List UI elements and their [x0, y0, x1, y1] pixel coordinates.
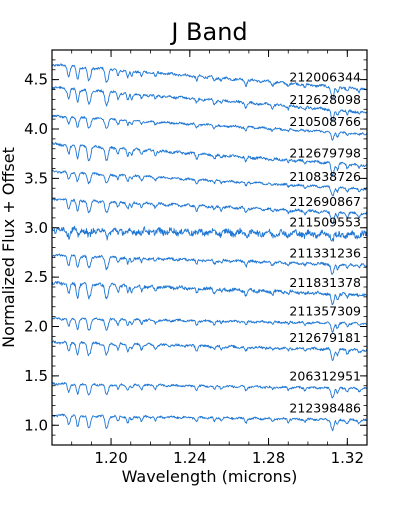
series-label-212006344: 212006344: [289, 70, 361, 85]
spectrum-line-210508766: [52, 114, 367, 141]
series-label-212690867: 212690867: [289, 194, 361, 209]
series-label-211509553: 211509553: [289, 215, 361, 230]
spectrum-line-212690867: [52, 198, 367, 225]
spectrum-line-211331236: [52, 253, 367, 275]
series-label-211331236: 211331236: [289, 245, 361, 260]
series-label-211831378: 211831378: [289, 275, 361, 290]
series-label-212398486: 212398486: [289, 400, 361, 415]
x-tick-label: 1.20: [94, 449, 127, 467]
x-tick-label: 1.32: [331, 449, 364, 467]
spectrum-line-212679181: [52, 340, 367, 361]
spectrum-line-212006344: [52, 63, 367, 100]
series-label-212628098: 212628098: [289, 92, 361, 107]
x-axis-title: Wavelength (microns): [122, 467, 298, 486]
y-tick-label: 4.0: [24, 120, 48, 138]
spectrum-line-212679798: [52, 142, 367, 177]
spectrum-line-211831378: [52, 281, 367, 306]
spectrum-line-211509553: [52, 225, 367, 242]
series-label-210838726: 210838726: [289, 169, 361, 184]
series-label-211357309: 211357309: [289, 304, 361, 319]
x-tick-label: 1.28: [252, 449, 285, 467]
series-label-206312951: 206312951: [289, 369, 361, 384]
y-tick-label: 1.5: [24, 367, 48, 385]
y-axis-title: Normalized Flux + Offset: [0, 147, 18, 348]
y-tick-label: 2.0: [24, 318, 48, 336]
spectrum-line-211357309: [52, 317, 367, 333]
series-label-212679798: 212679798: [289, 146, 361, 161]
series-label-210508766: 210508766: [289, 114, 361, 129]
spectrum-line-212398486: [52, 413, 367, 432]
y-tick-label: 1.0: [24, 416, 48, 434]
spectrum-line-210838726: [52, 169, 367, 197]
y-tick-label: 3.0: [24, 219, 48, 237]
y-tick-label: 4.5: [24, 71, 48, 89]
x-tick-label: 1.24: [173, 449, 206, 467]
y-tick-label: 3.5: [24, 169, 48, 187]
series-label-212679181: 212679181: [289, 330, 361, 345]
spectrum-line-206312951: [52, 381, 367, 399]
spectrum-line-212628098: [52, 86, 367, 121]
y-tick-label: 2.5: [24, 268, 48, 286]
chart-title: J Band: [169, 18, 247, 46]
